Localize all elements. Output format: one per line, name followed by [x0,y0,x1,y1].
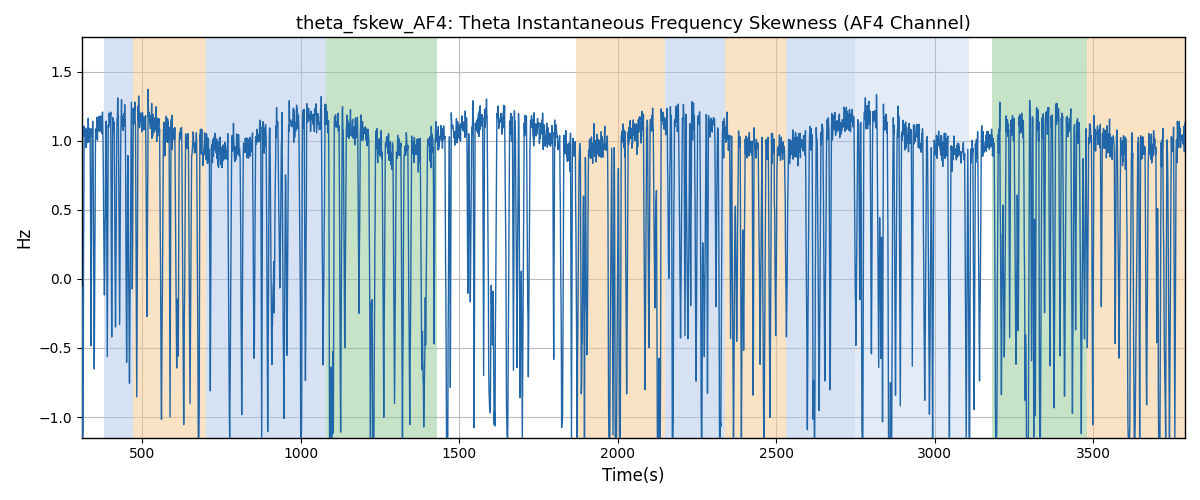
Bar [1103,38,1186,438]
Bar [665,38,725,438]
Bar [725,38,786,438]
Y-axis label: Hz: Hz [14,227,32,248]
Title: theta_fskew_AF4: Theta Instantaneous Frequency Skewness (AF4 Channel): theta_fskew_AF4: Theta Instantaneous Fre… [296,15,971,34]
Bar [326,38,352,438]
Bar [133,38,205,438]
X-axis label: Time(s): Time(s) [602,467,665,485]
Bar [240,38,326,438]
Bar [1087,38,1103,438]
Bar [956,38,970,438]
Bar [205,38,240,438]
Bar [991,38,1087,438]
Bar [104,38,133,438]
Bar [856,38,956,438]
Bar [352,38,437,438]
Bar [786,38,856,438]
Bar [576,38,665,438]
